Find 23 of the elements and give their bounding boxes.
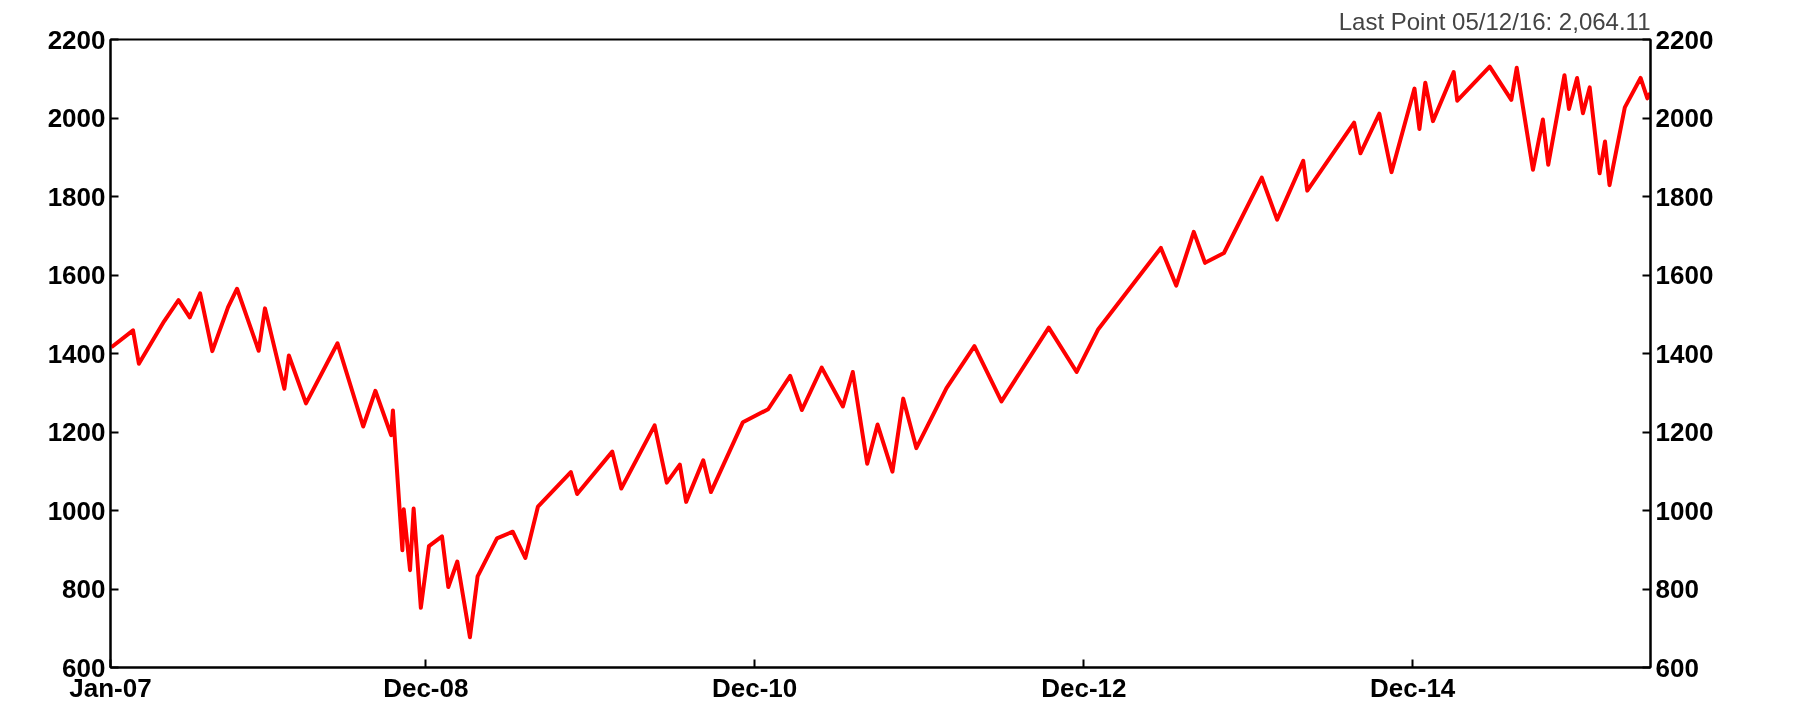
y2-tick-label: 800 bbox=[1655, 574, 1699, 604]
y-tick-label: 2200 bbox=[47, 24, 106, 55]
y2-tick-label: 600 bbox=[1655, 652, 1699, 683]
x-tick-label: Dec-14 bbox=[1370, 672, 1456, 703]
y-tick-label: 1600 bbox=[47, 260, 106, 290]
x-tick-label: Dec-12 bbox=[1041, 672, 1127, 703]
y2-tick-label: 1600 bbox=[1655, 260, 1714, 290]
y-tick-label: 1800 bbox=[47, 181, 106, 212]
y2-tick-label: 2200 bbox=[1655, 24, 1714, 55]
y2-tick-label: 1000 bbox=[1655, 495, 1714, 526]
x-tick-label: Dec-10 bbox=[711, 672, 798, 703]
x-tick-label: Dec-08 bbox=[383, 672, 469, 703]
text: Last Point 05/12/16: 2,064.11 bbox=[1338, 7, 1651, 35]
y-tick-label: 1400 bbox=[47, 338, 106, 369]
line-series bbox=[110, 64, 1651, 640]
y2-tick-label: 1200 bbox=[1655, 417, 1714, 447]
y-tick-label: 1000 bbox=[47, 495, 106, 526]
y2-tick-label: 1800 bbox=[1655, 181, 1714, 212]
y2-tick-label: 2000 bbox=[1655, 103, 1714, 133]
y-tick-label: 800 bbox=[62, 574, 106, 604]
y2-tick-label: 1400 bbox=[1655, 338, 1714, 369]
y-tick-label: 1200 bbox=[47, 417, 106, 447]
y-tick-label: 2000 bbox=[47, 103, 106, 133]
